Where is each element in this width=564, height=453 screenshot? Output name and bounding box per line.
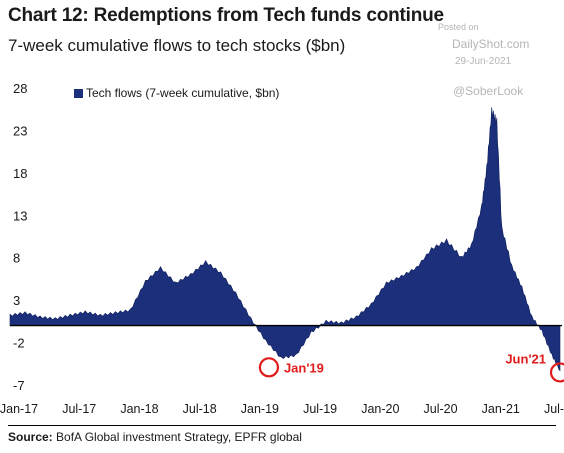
x-tick-label: Jan-19 — [241, 402, 279, 416]
y-tick-label: 18 — [13, 166, 27, 181]
chart-subtitle: 7-week cumulative flows to tech stocks (… — [8, 36, 346, 55]
y-tick-label: -2 — [13, 336, 25, 351]
source-text: BofA Global investment Strategy, EPFR gl… — [52, 430, 302, 444]
watermark-date: 29-Jun-2021 — [455, 56, 512, 67]
y-tick-label: 13 — [13, 208, 27, 223]
annotation-label: Jan'19 — [284, 360, 324, 375]
legend-swatch — [74, 89, 83, 98]
watermark-site: DailyShot.com — [452, 37, 530, 51]
x-tick-label: Jan-18 — [120, 402, 158, 416]
x-tick-label: Jan-21 — [482, 402, 520, 416]
y-tick-label: 3 — [13, 293, 20, 308]
footer-rule — [8, 425, 556, 426]
x-tick-label: Jul-21 — [544, 402, 564, 416]
y-tick-label: 23 — [13, 123, 27, 138]
source-note: Source: BofA Global investment Strategy,… — [8, 430, 302, 444]
series-area-tech-flows — [9, 107, 561, 372]
y-tick-label: 28 — [13, 81, 27, 96]
watermark-posted: Posted on — [438, 22, 479, 32]
chart-svg: 28 23 18 13 8 3 -2 -7 Jan-17 Jul-17 Jan-18 Jul-18 Ja… — [0, 81, 564, 416]
x-tick-label: Jul-19 — [303, 402, 337, 416]
annotation-label: Jun'21 — [505, 351, 546, 366]
x-tick-label: Jul-18 — [183, 402, 217, 416]
source-label: Source: — [8, 430, 53, 444]
watermark-handle: @SoberLook — [453, 84, 524, 98]
y-tick-label: 8 — [13, 251, 20, 266]
annotation-circle — [549, 362, 564, 383]
legend: Tech flows (7-week cumulative, $bn) — [74, 86, 279, 100]
legend-label: Tech flows (7-week cumulative, $bn) — [86, 86, 280, 100]
x-tick-label: Jan-20 — [361, 402, 399, 416]
chart-title: Chart 12: Redemptions from Tech funds co… — [8, 5, 444, 26]
x-tick-label: Jan-17 — [0, 402, 38, 416]
x-tick-label: Jul-17 — [62, 402, 96, 416]
x-tick-label: Jul-20 — [424, 402, 458, 416]
annotation-circle — [258, 357, 280, 378]
y-tick-label: -7 — [13, 378, 25, 393]
